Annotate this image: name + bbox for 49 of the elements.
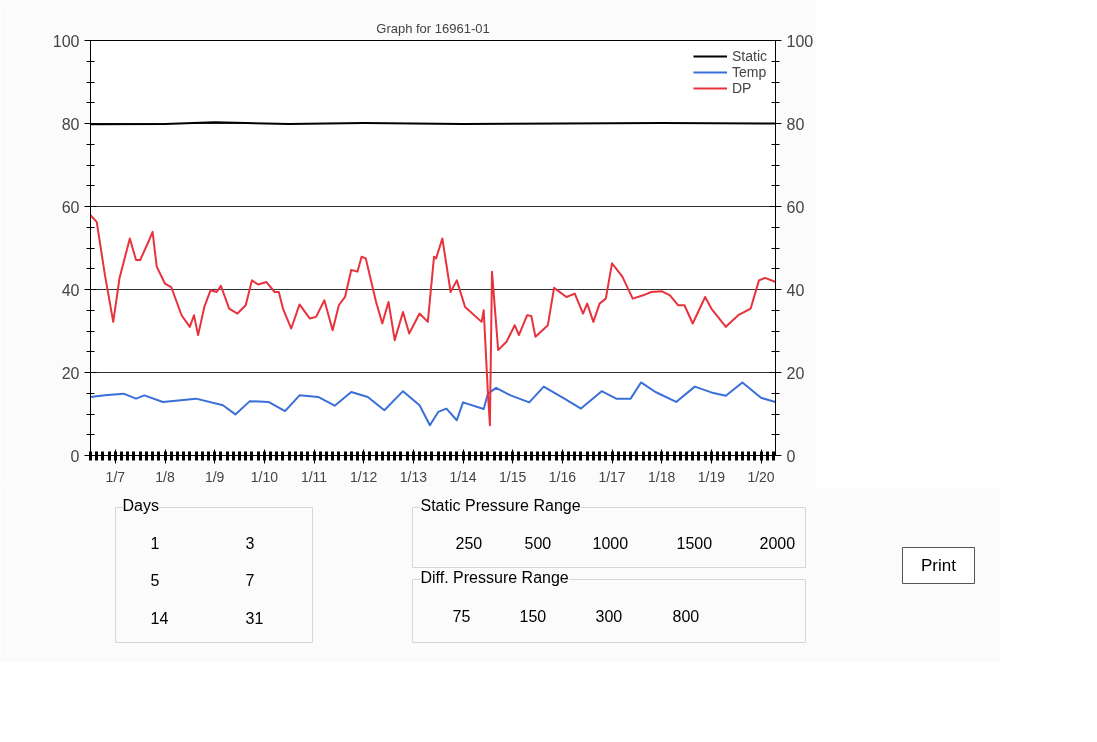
text: 1000 (592, 534, 629, 552)
y2-tick-label: 80 (786, 115, 805, 133)
y2-tick-label: 100 (786, 32, 814, 50)
text: Diff. Pressure Range (420, 569, 569, 586)
text: 7 (245, 571, 255, 589)
y2-tick-label: 40 (786, 281, 805, 299)
text: 800 (672, 607, 700, 625)
x-tick-label: 1/15 (499, 468, 527, 485)
text: Static Pressure Range (420, 497, 581, 514)
text: 31 (245, 609, 264, 627)
text: 5 (150, 571, 160, 589)
chart-title: Graph for 16961-01 (376, 20, 490, 36)
text: 1500 (676, 534, 713, 552)
x-tick-label: 1/20 (747, 468, 775, 485)
x-tick-label: 1/18 (648, 468, 676, 485)
text: 300 (595, 607, 623, 625)
text: Days (122, 497, 159, 514)
text: Print (921, 556, 957, 575)
x-tick-label: 1/17 (598, 468, 626, 485)
y-tick-label: 80 (61, 115, 80, 133)
x-tick-label: 1/13 (399, 468, 428, 485)
text: 1 (150, 534, 160, 552)
x-tick-label: 1/9 (204, 468, 225, 485)
legend-label: Temp (731, 64, 767, 80)
y-tick-label: 0 (70, 447, 80, 465)
x-tick-label: 1/19 (697, 468, 726, 485)
x-tick-label: 1/16 (548, 468, 577, 485)
x-tick-label: 1/12 (350, 468, 378, 485)
text: 250 (455, 534, 483, 552)
legend-label: Static (731, 48, 767, 64)
text: 75 (452, 607, 471, 625)
text: 3 (245, 534, 255, 552)
y-tick-label: 20 (61, 364, 80, 382)
text: 2000 (759, 534, 796, 552)
y2-tick-label: 20 (786, 364, 805, 382)
y2-tick-label: 60 (786, 198, 805, 216)
text: 14 (150, 609, 169, 627)
x-tick-label: 1/14 (449, 468, 477, 485)
text: 500 (524, 534, 552, 552)
y-tick-label: 60 (61, 198, 80, 216)
text: 150 (519, 607, 547, 625)
x-tick-label: 1/7 (105, 468, 126, 485)
x-tick-label: 1/8 (155, 468, 175, 485)
y-tick-label: 100 (52, 32, 80, 50)
x-tick-label: 1/10 (250, 468, 279, 485)
x-tick-label: 1/11 (300, 468, 328, 485)
y2-tick-label: 0 (786, 447, 796, 465)
y-tick-label: 40 (61, 281, 80, 299)
legend-label: DP (731, 80, 752, 96)
